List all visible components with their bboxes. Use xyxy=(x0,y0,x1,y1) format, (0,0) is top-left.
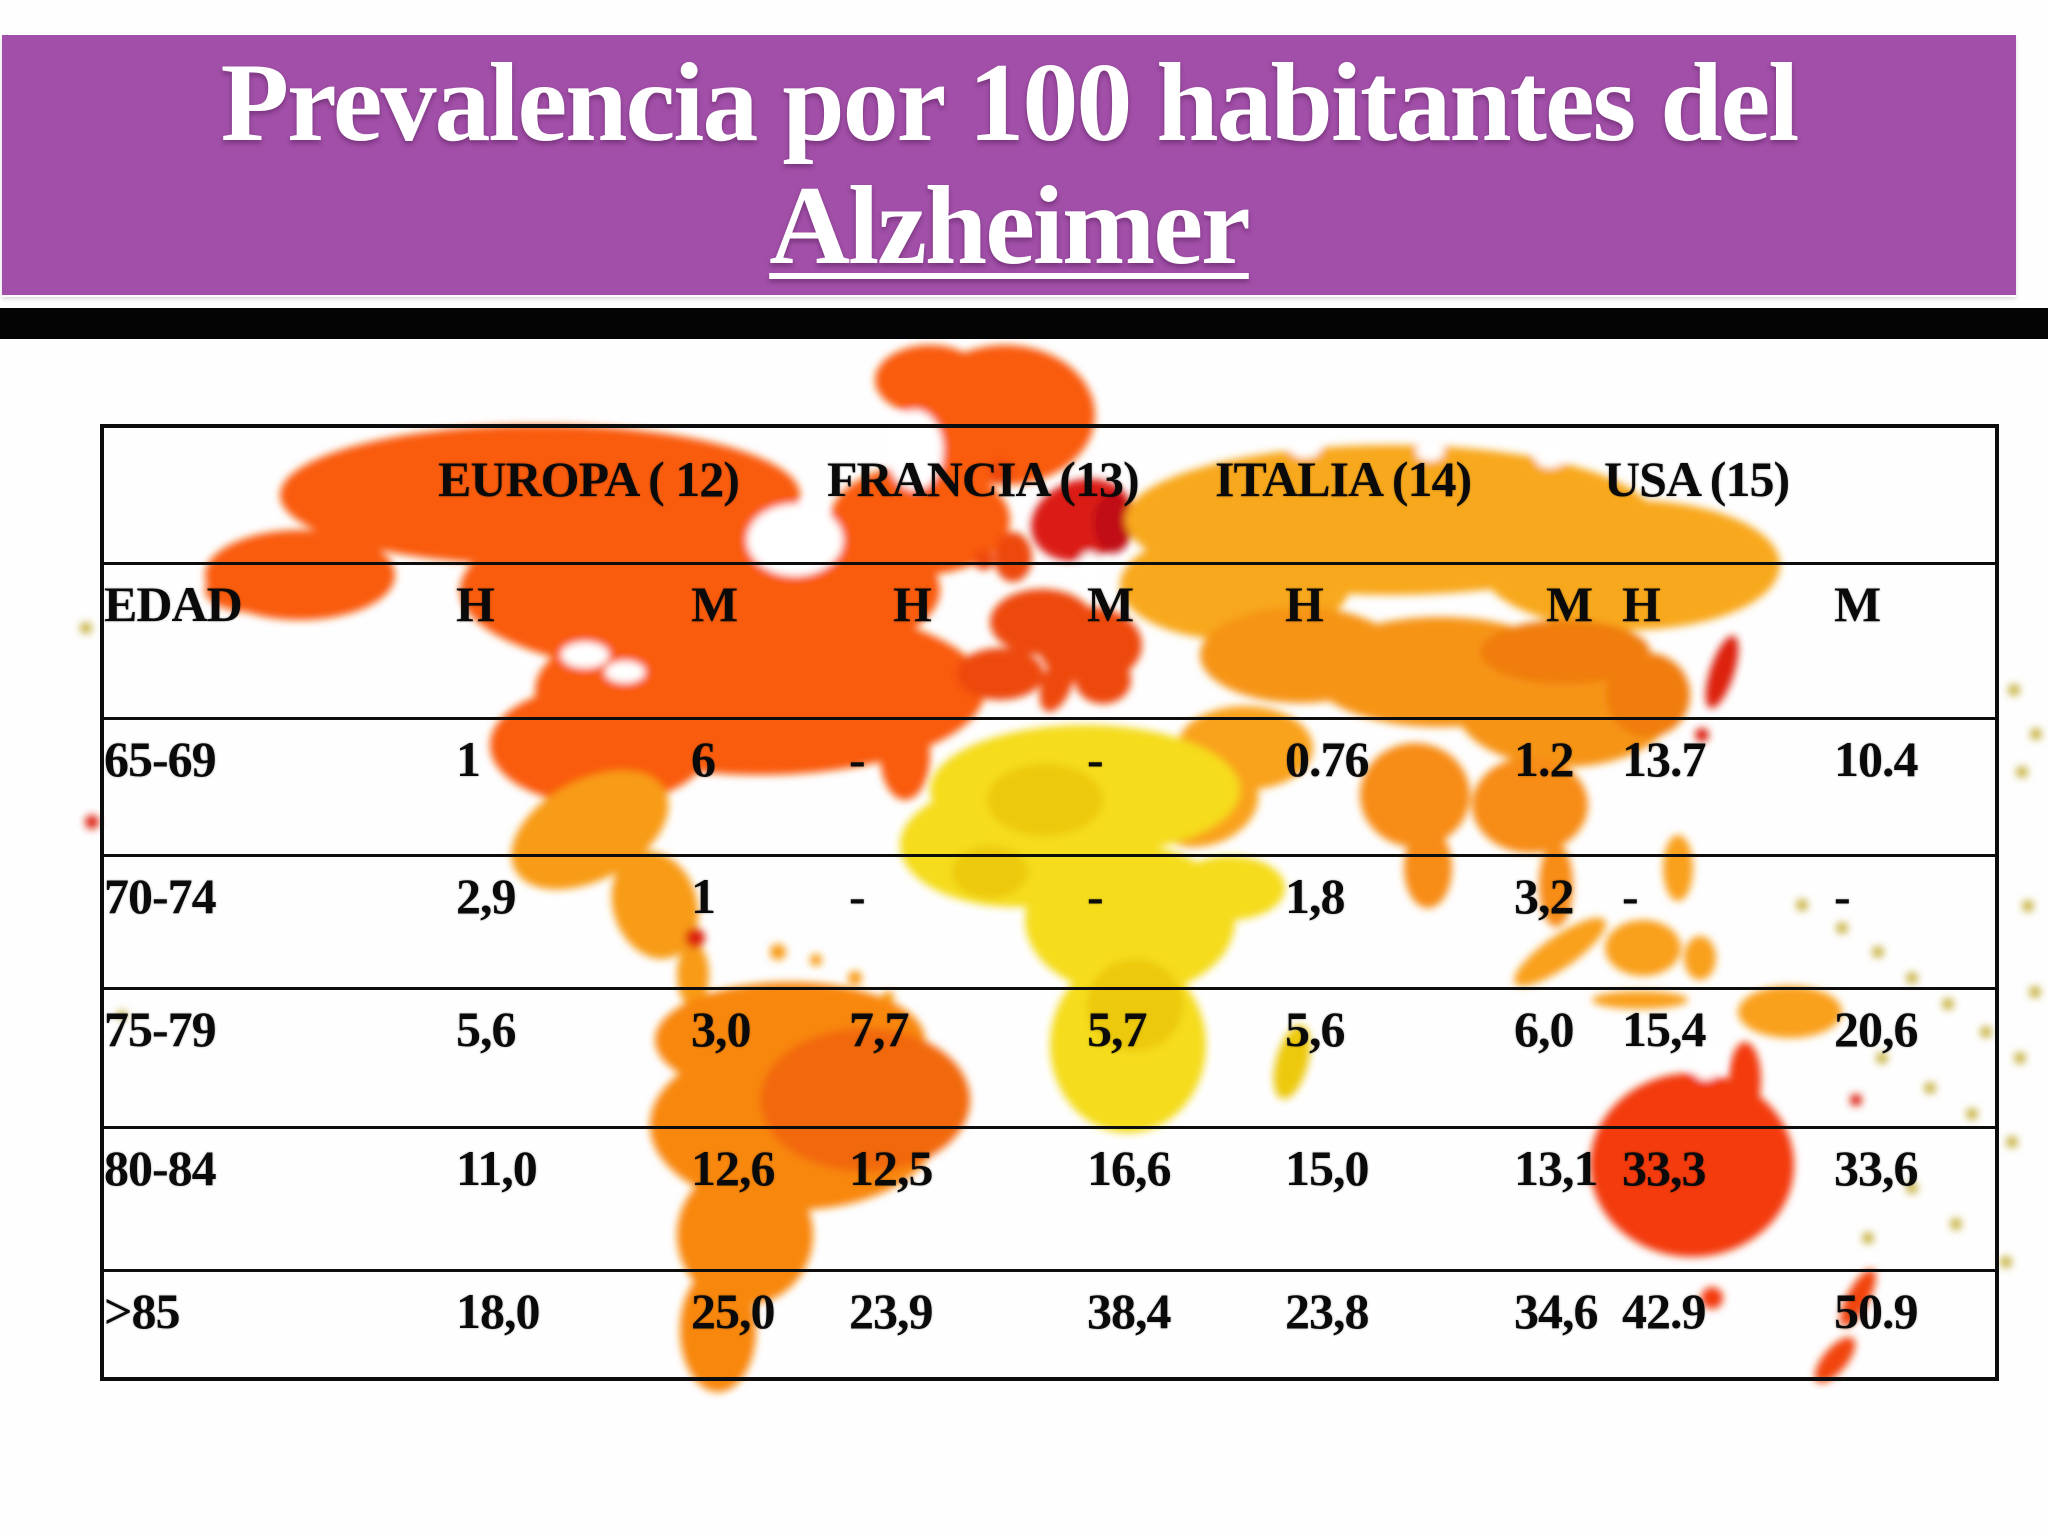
cell-value: 13.7 xyxy=(1604,716,1801,855)
table-row: 65-69 1 6 - - 0.76 1.2 13.7 10.4 xyxy=(102,716,1998,855)
cell-value: 34,6 xyxy=(1410,1268,1605,1379)
table-country-header-row: EUROPA ( 12) FRANCIA (13) ITALIA (14) US… xyxy=(102,426,1997,563)
subheader-m: M xyxy=(1021,561,1216,718)
cell-value: 16,6 xyxy=(1021,1125,1216,1270)
cell-value: 33,3 xyxy=(1604,1125,1801,1270)
cell-value: 50.9 xyxy=(1800,1268,1998,1379)
column-header-francia: FRANCIA (13) xyxy=(827,451,1140,507)
cell-value: 5,6 xyxy=(1215,986,1411,1127)
table-row: >85 18,0 25,0 23,9 38,4 23,8 34,6 42.9 5… xyxy=(102,1268,1998,1379)
cell-value: - xyxy=(1604,853,1801,988)
cell-value: 2,9 xyxy=(438,853,633,988)
cell-value: 33,6 xyxy=(1800,1125,1998,1270)
page-title-line-2: Alzheimer xyxy=(769,164,1251,288)
cell-value: 25,0 xyxy=(633,1268,828,1379)
region-finland xyxy=(1093,493,1133,553)
subheader-h: H xyxy=(1215,561,1411,718)
cell-value: - xyxy=(827,716,1022,855)
prevalence-table: EUROPA ( 12) FRANCIA (13) ITALIA (14) US… xyxy=(100,424,2000,1381)
subheader-m: M xyxy=(1410,561,1605,718)
cell-value: 11,0 xyxy=(438,1125,633,1270)
cell-value: 5,6 xyxy=(438,986,633,1127)
column-header-europa: EUROPA ( 12) xyxy=(438,451,740,507)
cell-value: - xyxy=(1800,853,1998,988)
divider-bar xyxy=(0,308,2048,339)
arctic-nibbles xyxy=(1289,438,1565,468)
cell-value: 6,0 xyxy=(1410,986,1605,1127)
cell-value: 12,6 xyxy=(633,1125,828,1270)
subheader-m: M xyxy=(633,561,828,718)
cell-value: 3,0 xyxy=(633,986,828,1127)
edad-header: EDAD xyxy=(102,561,438,718)
title-banner: Prevalencia por 100 habitantes del Alzhe… xyxy=(2,35,2016,295)
row-label: 75-79 xyxy=(102,986,438,1127)
column-header-usa: USA (15) xyxy=(1604,451,1790,507)
cell-value: 5,7 xyxy=(1021,986,1216,1127)
cell-value: 42.9 xyxy=(1604,1268,1801,1379)
cell-value: 23,9 xyxy=(827,1268,1022,1379)
cell-value: - xyxy=(1021,853,1216,988)
table-subheader-row: EDAD H M H M H M H M xyxy=(102,561,1998,718)
corner-cell xyxy=(102,426,438,563)
page-title-line-1: Prevalencia por 100 habitantes del xyxy=(220,41,1800,165)
subheader-h: H xyxy=(827,561,1022,718)
cell-value: 15,4 xyxy=(1604,986,1801,1127)
cell-value: 13,1 xyxy=(1410,1125,1605,1270)
row-label: 70-74 xyxy=(102,853,438,988)
subheader-h: H xyxy=(1604,561,1801,718)
cell-value: 1.2 xyxy=(1410,716,1605,855)
table-row: 70-74 2,9 1 - - 1,8 3,2 - - xyxy=(102,853,1998,988)
cell-value: - xyxy=(1021,716,1216,855)
cell-value: 38,4 xyxy=(1021,1268,1216,1379)
column-header-italia: ITALIA (14) xyxy=(1215,451,1472,507)
cell-value: 18,0 xyxy=(438,1268,633,1379)
cell-value: 6 xyxy=(633,716,828,855)
cell-value: 1,8 xyxy=(1215,853,1411,988)
row-label: 80-84 xyxy=(102,1125,438,1270)
row-label: 65-69 xyxy=(102,716,438,855)
table-row: 80-84 11,0 12,6 12,5 16,6 15,0 13,1 33,3… xyxy=(102,1125,1998,1270)
cell-value: 15,0 xyxy=(1215,1125,1411,1270)
cell-value: 1 xyxy=(438,716,633,855)
row-label: >85 xyxy=(102,1268,438,1379)
table-row: 75-79 5,6 3,0 7,7 5,7 5,6 6,0 15,4 20,6 xyxy=(102,986,1998,1127)
subheader-m: M xyxy=(1800,561,1998,718)
cell-value: 10.4 xyxy=(1800,716,1998,855)
cell-value: 20,6 xyxy=(1800,986,1998,1127)
cell-value: - xyxy=(827,853,1022,988)
cell-value: 1 xyxy=(633,853,828,988)
cell-value: 3,2 xyxy=(1410,853,1605,988)
cell-value: 23,8 xyxy=(1215,1268,1411,1379)
cell-value: 12,5 xyxy=(827,1125,1022,1270)
subheader-h: H xyxy=(438,561,633,718)
page-title-underlined: Alzheimer xyxy=(769,164,1251,288)
cell-value: 0.76 xyxy=(1215,716,1411,855)
cell-value: 7,7 xyxy=(827,986,1022,1127)
